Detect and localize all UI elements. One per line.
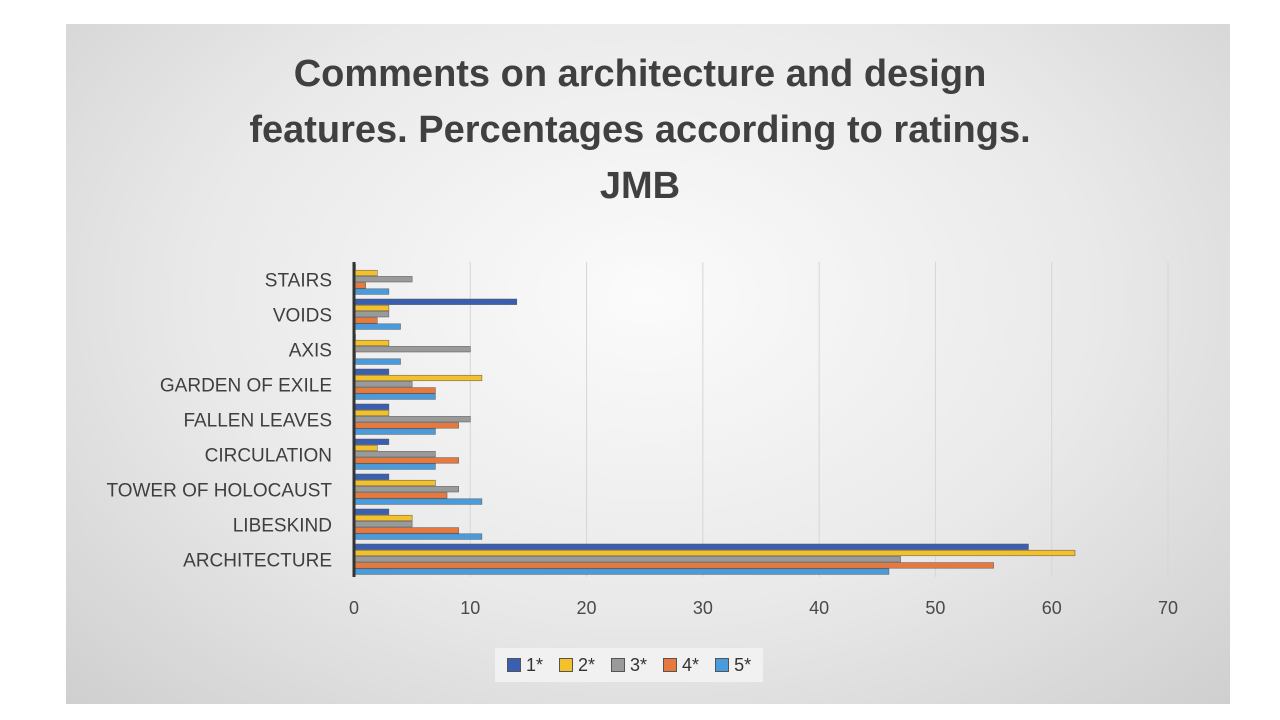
bar-5star [353,428,436,435]
bar-4star [353,422,459,429]
bar-3star [353,311,390,318]
chart-title-line: JMB [599,165,681,207]
bar-4star [353,492,448,499]
bar-3star [353,276,413,283]
legend-swatch [715,658,730,672]
bar-2star [353,479,436,487]
bar-1star [353,368,390,375]
x-tick-label: 50 [925,598,945,618]
bar-1star [353,473,390,480]
x-tick-label: 40 [809,598,829,618]
category-label: VOIDS [273,306,332,327]
category-label: LIBESKIND [233,516,332,537]
legend-swatch [559,658,574,672]
bar-3star [353,486,459,493]
bar-1star [353,438,390,445]
bar-3star [353,346,471,353]
bar-5star [353,533,483,540]
bar-2star [353,269,378,277]
category-label: AXIS [289,341,332,362]
chart-title-line: features. Percentages according to ratin… [249,109,1031,151]
bar-3star [353,451,436,458]
bar-2star [353,374,483,382]
category-label: FALLEN LEAVES [183,411,332,432]
category-label: GARDEN OF EXILE [160,376,332,397]
bar-1star [353,508,390,515]
bar-3star [353,416,471,423]
bar-2star [353,409,390,417]
category-label: CIRCULATION [205,446,332,467]
bar-5star [353,288,390,295]
legend-label: 5* [734,654,752,675]
x-tick-label: 0 [349,598,359,618]
chart-legend: 1* 2* 3* 4* 5* [495,648,764,682]
bar-4star [353,527,459,534]
legend-item: 4* [663,655,699,676]
bar-4star [353,317,378,324]
bar-4star [353,387,436,394]
bar-3star [353,521,413,528]
legend-label: 2* [578,654,596,675]
bar-5star [353,498,483,505]
bar-2star [353,339,390,347]
bar-5star [353,393,436,400]
legend-item: 2* [559,655,595,676]
chart-area [66,24,1230,704]
legend-item: 1* [507,655,543,676]
bar-1star [353,403,390,410]
category-label: STAIRS [265,271,332,292]
legend-label: 4* [682,654,700,675]
x-tick-label: 20 [577,598,597,618]
bar-1star [353,298,518,305]
x-tick-label: 10 [460,598,480,618]
legend-item: 5* [715,655,751,676]
x-tick-label: 60 [1042,598,1062,618]
category-label: TOWER OF HOLOCAUST [106,481,332,502]
bar-5star [353,463,436,470]
bar-4star [353,457,459,464]
bar-2star [353,549,1076,557]
bar-1star [353,543,1029,550]
bar-3star [353,381,413,388]
legend-swatch [663,658,678,672]
bar-2star [353,304,390,312]
bar-4star [353,282,366,289]
bar-3star [353,556,901,563]
legend-label: 3* [630,654,648,675]
bar-2star [353,444,378,452]
x-tick-label: 30 [693,598,713,618]
legend-label: 1* [526,654,544,675]
bar-5star [353,323,401,330]
category-label: ARCHITECTURE [183,551,332,572]
bar-5star [353,358,401,365]
bar-2star [353,514,413,522]
bar-4star [353,562,994,569]
bar-5star [353,568,890,575]
legend-item: 3* [611,655,647,676]
x-tick-label: 70 [1158,598,1178,618]
legend-swatch [507,658,521,672]
chart-title: Comments on architecture and design feat… [140,46,1140,214]
chart-title-line: Comments on architecture and design [293,53,987,95]
legend-swatch [611,658,626,672]
